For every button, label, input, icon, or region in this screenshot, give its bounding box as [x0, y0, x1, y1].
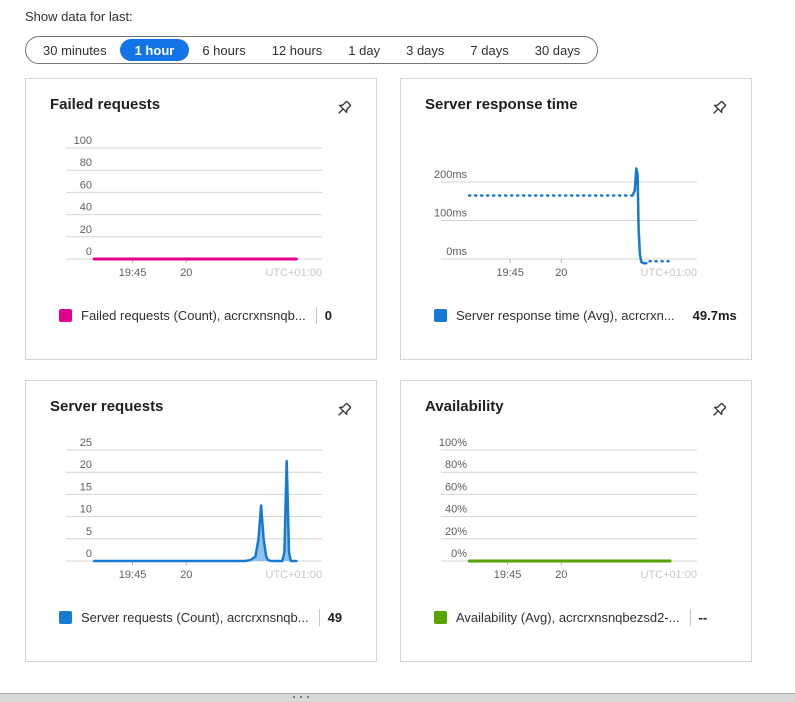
pin-icon	[713, 402, 727, 416]
time-range-selector: 30 minutes 1 hour 6 hours 12 hours 1 day 3 da…	[25, 36, 599, 64]
svg-text:20: 20	[80, 224, 92, 236]
pin-icon	[713, 100, 727, 114]
svg-text:20: 20	[180, 267, 192, 279]
legend-divider	[689, 609, 691, 626]
legend-value: --	[698, 610, 708, 625]
svg-text:0%: 0%	[451, 548, 467, 560]
legend-label: Server requests (Count), acrcrxnsnqb...	[81, 610, 309, 625]
svg-text:UTC+01:00: UTC+01:00	[640, 267, 697, 279]
pin-button[interactable]	[330, 96, 356, 122]
card-title: Availability	[425, 398, 504, 415]
legend-divider	[318, 609, 320, 626]
pin-button[interactable]	[705, 398, 731, 424]
time-range-option-30-minutes[interactable]: 30 minutes	[30, 37, 120, 63]
svg-text:UTC+01:00: UTC+01:00	[265, 569, 322, 581]
legend-swatch	[59, 309, 72, 322]
legend-label: Server response time (Avg), acrcrxn...	[456, 308, 675, 323]
legend-server-response-time: Server response time (Avg), acrcrxn... 4…	[434, 307, 737, 324]
time-range-option-1-hour[interactable]: 1 hour	[119, 39, 190, 61]
legend-server-requests: Server requests (Count), acrcrxnsnqb... …	[59, 609, 356, 626]
chart-cards-grid: Failed requests 100 80 60 40 20 0 19:45 20 UTC+0…	[25, 78, 752, 662]
svg-text:20: 20	[180, 569, 192, 581]
svg-text:19:45: 19:45	[494, 569, 522, 581]
panel-resize-bar	[0, 693, 795, 702]
chart-failed-requests[interactable]: 100 80 60 40 20 0 19:45 20 UTC+01:00	[26, 133, 378, 283]
legend-value: 49.7ms	[692, 308, 737, 323]
legend-swatch	[434, 611, 447, 624]
svg-text:0: 0	[86, 246, 92, 258]
time-range-option-7-days[interactable]: 7 days	[457, 37, 521, 63]
time-range-option-3-days[interactable]: 3 days	[393, 37, 457, 63]
svg-text:100%: 100%	[439, 437, 467, 449]
svg-text:0ms: 0ms	[446, 246, 467, 258]
pin-icon	[338, 100, 352, 114]
svg-text:100: 100	[74, 135, 92, 147]
chart-server-response-time[interactable]: 200ms 100ms 0ms 19:45 20 UTC+01:00	[401, 133, 753, 283]
card-title: Server requests	[50, 398, 164, 415]
legend-availability: Availability (Avg), acrcrxnsnqbezsd2-...…	[434, 609, 731, 626]
show-data-label: Show data for last:	[25, 9, 133, 24]
chart-server-requests[interactable]: 25 20 15 10 5 0 19:45 20 UTC+01:00	[26, 435, 378, 585]
legend-value: 49	[327, 610, 343, 625]
svg-text:80: 80	[80, 157, 92, 169]
time-range-option-6-hours[interactable]: 6 hours	[189, 37, 258, 63]
svg-text:19:45: 19:45	[119, 569, 147, 581]
legend-failed-requests: Failed requests (Count), acrcrxnsnqb... …	[59, 307, 356, 324]
card-failed-requests: Failed requests 100 80 60 40 20 0 19:45 20 UTC+0…	[25, 78, 377, 360]
pin-button[interactable]	[330, 398, 356, 424]
legend-swatch	[434, 309, 447, 322]
svg-text:0: 0	[86, 548, 92, 560]
time-range-option-30-days[interactable]: 30 days	[522, 37, 594, 63]
svg-text:60: 60	[80, 179, 92, 191]
svg-text:100ms: 100ms	[434, 208, 468, 220]
svg-text:20: 20	[555, 267, 567, 279]
card-title: Server response time	[425, 96, 578, 113]
time-range-option-1-day[interactable]: 1 day	[335, 37, 393, 63]
svg-text:10: 10	[80, 504, 92, 516]
svg-text:5: 5	[86, 526, 92, 538]
svg-text:UTC+01:00: UTC+01:00	[265, 267, 322, 279]
card-availability: Availability 100% 80% 60% 40% 20% 0% 19:45 20 UT…	[400, 380, 752, 662]
card-title: Failed requests	[50, 96, 161, 113]
legend-label: Availability (Avg), acrcrxnsnqbezsd2-...	[456, 610, 680, 625]
card-server-requests: Server requests 25 20 15 10 5 0 19:45 20 UTC+01:…	[25, 380, 377, 662]
svg-text:19:45: 19:45	[119, 267, 147, 279]
svg-text:40: 40	[80, 202, 92, 214]
svg-text:20: 20	[80, 459, 92, 471]
legend-label: Failed requests (Count), acrcrxnsnqb...	[81, 308, 306, 323]
svg-text:80%: 80%	[445, 459, 467, 471]
svg-text:60%: 60%	[445, 481, 467, 493]
svg-text:200ms: 200ms	[434, 169, 468, 181]
legend-value: 0	[324, 308, 332, 323]
svg-text:UTC+01:00: UTC+01:00	[640, 569, 697, 581]
card-server-response-time: Server response time 200ms 100ms 0ms 19:45 2…	[400, 78, 752, 360]
svg-text:19:45: 19:45	[496, 267, 524, 279]
svg-text:20: 20	[555, 569, 567, 581]
svg-text:25: 25	[80, 437, 92, 449]
pin-icon	[338, 402, 352, 416]
chart-availability[interactable]: 100% 80% 60% 40% 20% 0% 19:45 20 UTC+01:00	[401, 435, 753, 585]
svg-text:20%: 20%	[445, 526, 467, 538]
svg-text:15: 15	[80, 481, 92, 493]
panel-resize-handle[interactable]	[293, 696, 309, 698]
time-range-option-12-hours[interactable]: 12 hours	[259, 37, 336, 63]
legend-divider	[315, 307, 317, 324]
legend-swatch	[59, 611, 72, 624]
svg-text:40%: 40%	[445, 504, 467, 516]
pin-button[interactable]	[705, 96, 731, 122]
